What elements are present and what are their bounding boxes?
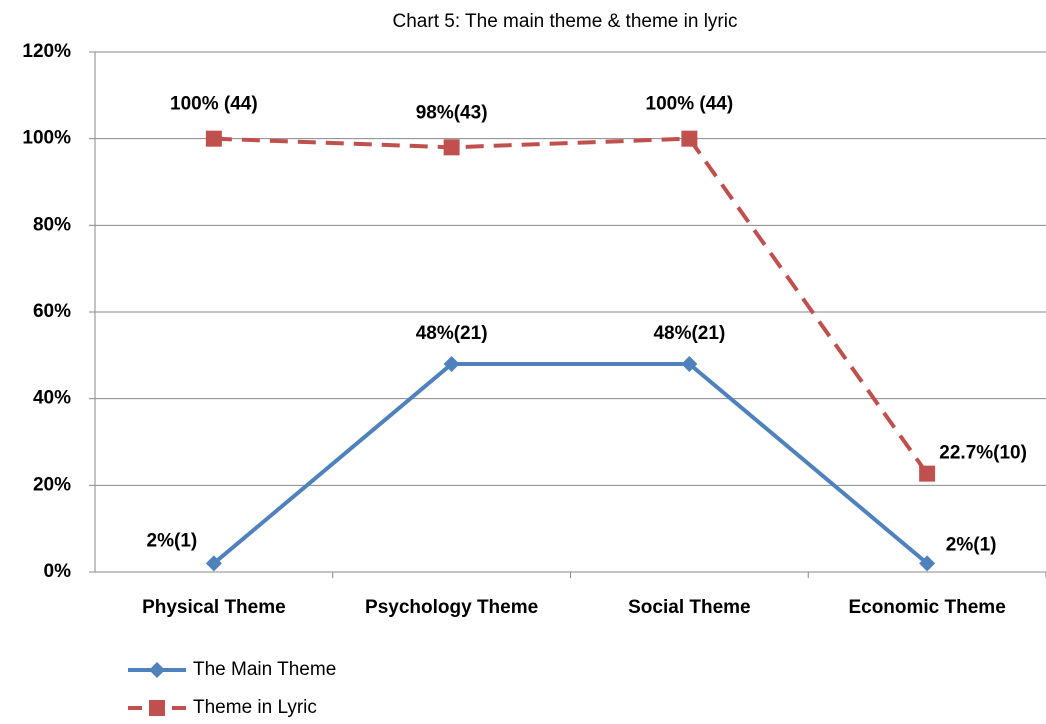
data-point — [681, 130, 698, 147]
data-point — [443, 356, 460, 372]
data-point — [919, 465, 936, 482]
data-point — [205, 555, 222, 572]
legend-label: The Main Theme — [193, 659, 336, 680]
legend-marker — [149, 700, 165, 716]
series-line — [212, 362, 929, 565]
y-tick-label: 100% — [22, 128, 71, 149]
data-point — [681, 356, 698, 372]
legend-marker — [149, 662, 165, 678]
data-label: 48%(21) — [653, 323, 725, 344]
y-tick-label: 60% — [33, 301, 71, 322]
data-point — [919, 555, 936, 572]
x-tick-label: Psychology Theme — [365, 597, 538, 618]
x-tick-label: Physical Theme — [142, 597, 286, 618]
data-label: 100% (44) — [646, 94, 734, 115]
x-tick-label: Social Theme — [628, 597, 751, 618]
y-tick-label: 120% — [22, 41, 71, 62]
y-tick-label: 80% — [33, 214, 71, 235]
data-label: 100% (44) — [170, 94, 258, 115]
data-label: 48%(21) — [416, 323, 488, 344]
x-tick-label: Economic Theme — [848, 597, 1005, 618]
data-point — [205, 130, 222, 147]
legend-label: Theme in Lyric — [193, 697, 317, 718]
y-tick-label: 0% — [44, 561, 72, 582]
data-label: 2%(1) — [147, 530, 198, 551]
series-line — [213, 136, 929, 475]
data-label: 2%(1) — [946, 534, 997, 555]
data-label: 98%(43) — [416, 102, 488, 123]
y-tick-label: 40% — [33, 388, 71, 409]
data-point — [443, 139, 460, 156]
chart-title: Chart 5: The main theme & theme in lyric — [393, 11, 738, 32]
y-tick-label: 20% — [33, 474, 71, 495]
data-label: 22.7%(10) — [939, 443, 1027, 464]
